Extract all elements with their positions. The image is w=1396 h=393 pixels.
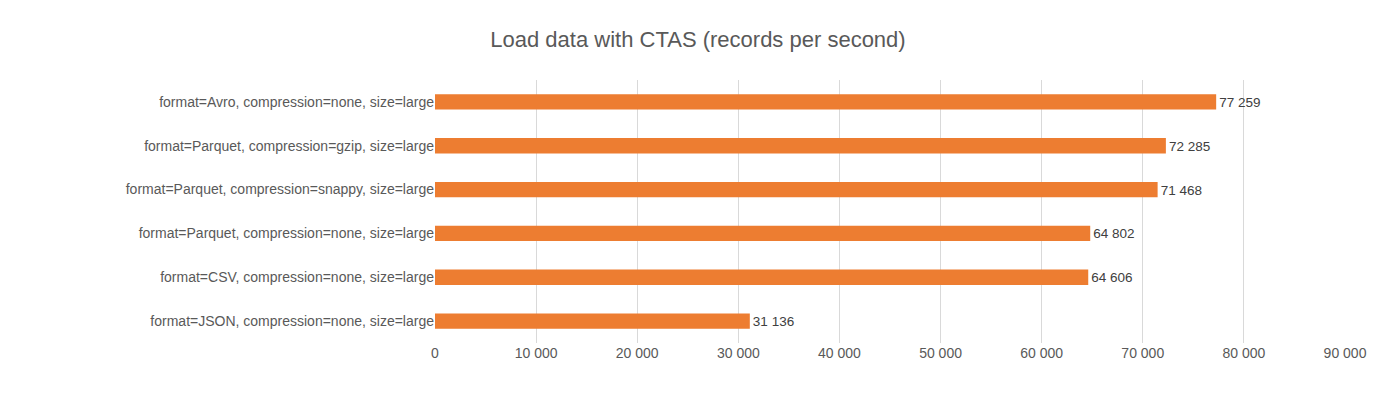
svg-text:0: 0 — [431, 345, 439, 361]
svg-text:71 468: 71 468 — [1161, 183, 1202, 198]
svg-text:format=Parquet, compression=gz: format=Parquet, compression=gzip, size=l… — [144, 138, 434, 154]
svg-text:80 000: 80 000 — [1222, 345, 1265, 361]
svg-text:30 000: 30 000 — [717, 345, 760, 361]
svg-text:format=CSV, compression=none,: format=CSV, compression=none, size=large — [160, 269, 434, 285]
svg-text:60 000: 60 000 — [1020, 345, 1063, 361]
svg-text:format=Avro, compression=none,: format=Avro, compression=none, size=larg… — [159, 94, 434, 110]
svg-text:20 000: 20 000 — [616, 345, 659, 361]
svg-text:31 136: 31 136 — [753, 314, 794, 329]
svg-text:format=Parquet, compression=no: format=Parquet, compression=none, size=l… — [139, 225, 435, 241]
svg-text:64 606: 64 606 — [1091, 270, 1132, 285]
svg-text:90 000: 90 000 — [1324, 345, 1367, 361]
svg-text:50 000: 50 000 — [919, 345, 962, 361]
svg-text:70 000: 70 000 — [1121, 345, 1164, 361]
svg-text:format=JSON, compression=none,: format=JSON, compression=none, size=larg… — [150, 313, 434, 329]
svg-text:format=Parquet, compression=sn: format=Parquet, compression=snappy, size… — [126, 181, 435, 197]
svg-text:64 802: 64 802 — [1093, 226, 1134, 241]
svg-text:72 285: 72 285 — [1169, 139, 1210, 154]
svg-text:Load data with CTAS (records p: Load data with CTAS (records per second) — [490, 27, 905, 52]
svg-text:77 259: 77 259 — [1219, 95, 1260, 110]
svg-text:10 000: 10 000 — [515, 345, 558, 361]
svg-text:40 000: 40 000 — [818, 345, 861, 361]
